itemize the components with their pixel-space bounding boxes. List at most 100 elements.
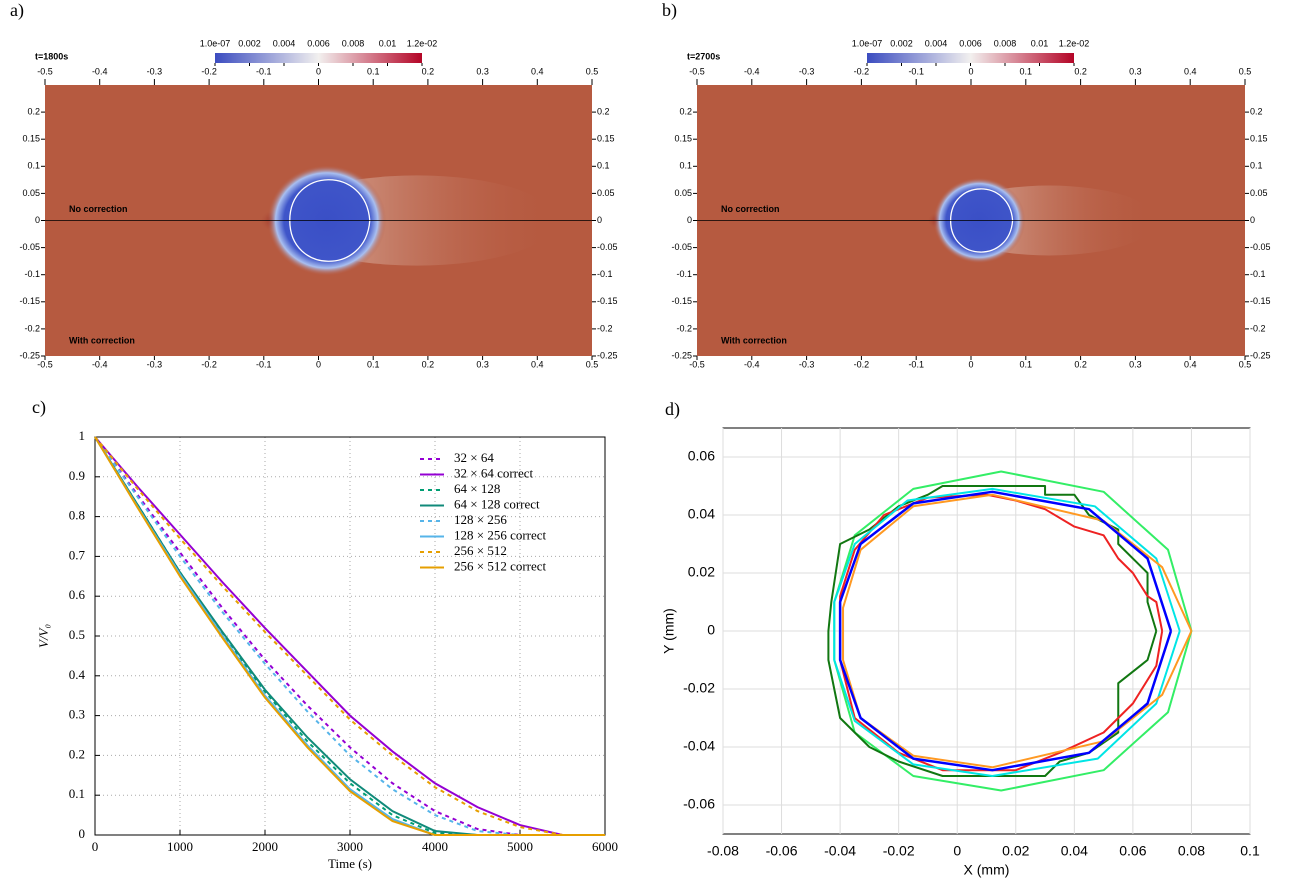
y-tick-label: 0.2: [679, 106, 692, 116]
y-tick-label: -0.15: [671, 296, 692, 306]
y-tick-label: 0: [79, 826, 86, 841]
y-tick-label-right: 0.2: [1250, 106, 1263, 116]
panel-label: c): [32, 397, 46, 418]
x-tick-label-top: 0.4: [1184, 66, 1197, 76]
y-tick-label-right: -0.25: [597, 350, 618, 360]
x-tick-label: 0.2: [422, 359, 435, 369]
x-tick-label: -0.1: [256, 359, 272, 369]
y-tick-label-right: 0.05: [1250, 188, 1268, 198]
x-tick-label-top: 0.3: [476, 66, 489, 76]
y-tick-label-right: 0.15: [597, 134, 615, 144]
y-tick-label: 0.8: [69, 508, 85, 523]
y-tick-label-right: 0.1: [1250, 161, 1263, 171]
colorbar-tick-label: 1.0e-07: [852, 38, 883, 48]
y-tick-label-right: 0.2: [597, 106, 610, 116]
x-tick-label-top: 0.2: [1074, 66, 1087, 76]
x-tick-label: -0.5: [689, 359, 705, 369]
contour-line: [842, 493, 1193, 769]
time-label: t=1800s: [35, 51, 68, 61]
x-tick-label: -0.2: [201, 359, 217, 369]
x-tick-label: -0.5: [37, 359, 53, 369]
field-body: [45, 85, 592, 356]
x-tick-label-top: 0.1: [367, 66, 380, 76]
x-tick-label: -0.3: [147, 359, 163, 369]
x-tick-label: 4000: [422, 839, 448, 854]
colorbar-tick-label: 1.0e-07: [200, 38, 231, 48]
legend-label: 32 × 64 correct: [454, 465, 534, 480]
y-tick-label: 0: [35, 215, 40, 225]
colorbar-tick-label: 0.002: [238, 38, 261, 48]
y-tick-label: -0.2: [24, 323, 40, 333]
x-tick-label: 0: [92, 839, 99, 854]
x-tick-label: 5000: [507, 839, 533, 854]
y-axis-label: V/V₀: [36, 624, 51, 648]
contour-line: [838, 490, 1173, 772]
y-tick-label: 0.9: [69, 468, 85, 483]
y-tick-label: 0.05: [674, 188, 692, 198]
x-tick-label-top: 0.1: [1020, 66, 1033, 76]
x-tick-label: 0: [953, 843, 961, 859]
y-tick-label: -0.15: [19, 296, 40, 306]
y-tick-label: 0.6: [69, 587, 86, 602]
x-tick-label-top: -0.3: [147, 66, 163, 76]
legend-label: 64 × 128 correct: [454, 496, 540, 511]
colorbar-tick-label: 0.004: [273, 38, 296, 48]
y-tick-label: -0.05: [19, 242, 40, 252]
x-tick-label-top: -0.2: [854, 66, 870, 76]
y-tick-label-right: -0.2: [1250, 323, 1266, 333]
y-tick-label: -0.02: [683, 680, 715, 696]
colorbar-tick-label: 0.002: [890, 38, 913, 48]
y-tick-label: -0.05: [671, 242, 692, 252]
x-tick-label: 2000: [252, 839, 278, 854]
x-tick-label: 0.04: [1061, 843, 1088, 859]
field: [697, 85, 1245, 356]
x-tick-label: 0.1: [1020, 359, 1033, 369]
colorbar-tick-label: 0.008: [342, 38, 365, 48]
x-tick-label: 0.1: [367, 359, 380, 369]
legend-label: 256 × 512 correct: [454, 558, 547, 573]
y-tick-label: -0.04: [683, 738, 715, 754]
colorbar-tick-label: 0.01: [379, 38, 397, 48]
x-tick-label: 6000: [592, 839, 618, 854]
y-tick-label: -0.06: [683, 796, 715, 812]
y-tick-label-right: 0.1: [597, 161, 610, 171]
x-tick-label: -0.08: [707, 843, 739, 859]
y-tick-label: 0.1: [27, 161, 40, 171]
x-tick-label: 0: [968, 359, 973, 369]
y-tick-label-right: 0: [597, 215, 602, 225]
series-line: [94, 436, 605, 836]
x-tick-label-top: 0.2: [422, 66, 435, 76]
colorbar-tick-label: 1.2e-02: [1059, 38, 1090, 48]
colorbar-tick-label: 0.006: [307, 38, 330, 48]
panel-label: d): [665, 399, 680, 420]
x-tick-label: -0.1: [908, 359, 924, 369]
x-tick-label-top: 0.3: [1129, 66, 1142, 76]
x-axis-label: Time (s): [328, 856, 372, 871]
legend-label: 128 × 256 correct: [454, 527, 547, 542]
y-tick-label-right: -0.05: [1250, 242, 1271, 252]
x-tick-label-top: -0.5: [689, 66, 705, 76]
colorbar-tick-label: 0.006: [959, 38, 982, 48]
y-tick-label: 0.2: [69, 746, 85, 761]
x-tick-label: 0.06: [1119, 843, 1146, 859]
y-tick-label-right: 0: [1250, 215, 1255, 225]
y-tick-label: -0.25: [19, 350, 40, 360]
y-tick-label: 0: [687, 215, 692, 225]
contour-line: [833, 487, 1181, 777]
annotation: With correction: [721, 335, 787, 345]
x-tick-label: -0.02: [883, 843, 915, 859]
x-tick-label-top: -0.2: [201, 66, 217, 76]
x-tick-label-top: -0.5: [37, 66, 53, 76]
y-tick-label: -0.25: [671, 350, 692, 360]
y-axis-label: Y (mm): [661, 608, 677, 654]
time-label: t=2700s: [687, 51, 720, 61]
series-line: [94, 436, 605, 836]
y-tick-label: -0.1: [24, 269, 40, 279]
field-body: [697, 85, 1245, 356]
annotation: With correction: [69, 335, 135, 345]
y-tick-label-right: 0.15: [1250, 134, 1268, 144]
y-tick-label-right: -0.15: [1250, 296, 1271, 306]
x-tick-label-top: -0.1: [908, 66, 924, 76]
panel-label: b): [662, 0, 677, 21]
y-tick-label: 0.06: [688, 448, 715, 464]
